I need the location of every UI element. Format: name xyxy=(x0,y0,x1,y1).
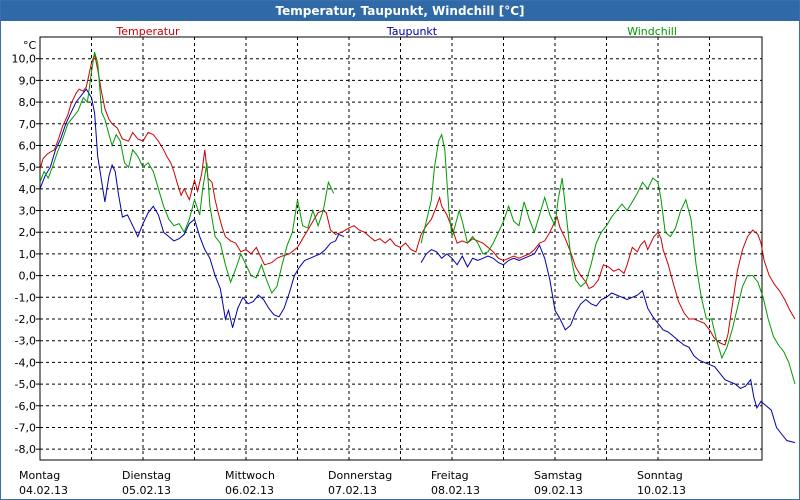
y-tick-label: -5,0 xyxy=(15,378,36,391)
y-tick-label: 1,0 xyxy=(19,248,37,261)
window-title: Temperatur, Taupunkt, Windchill [°C] xyxy=(1,1,799,21)
x-tick-date-label: 09.02.13 xyxy=(534,484,583,497)
y-tick-label: 8,0 xyxy=(19,96,37,109)
y-tick-label: 2,0 xyxy=(19,226,37,239)
y-tick-label: -3,0 xyxy=(15,335,36,348)
y-tick-label: -4,0 xyxy=(15,356,36,369)
x-tick-date-label: 05.02.13 xyxy=(122,484,171,497)
x-tick-date-label: 10.02.13 xyxy=(637,484,686,497)
y-tick-label: 4,0 xyxy=(19,183,37,196)
y-tick-label: 7,0 xyxy=(19,118,37,131)
x-tick-day-label: Samstag xyxy=(534,469,582,482)
x-tick-day-label: Freitag xyxy=(431,469,469,482)
y-tick-label: 10,0 xyxy=(12,53,37,66)
legend-entry-taupunkt: Taupunkt xyxy=(386,25,438,38)
y-tick-label: -7,0 xyxy=(15,421,36,434)
series-line-taupunkt xyxy=(39,88,345,328)
x-tick-day-label: Dienstag xyxy=(122,469,171,482)
x-tick-day-label: Mittwoch xyxy=(225,469,275,482)
series-line-temperatur xyxy=(39,52,796,346)
y-tick-label: 6,0 xyxy=(19,139,37,152)
series-line-windchill xyxy=(420,133,796,385)
legend-entry-temperatur: Temperatur xyxy=(115,25,180,38)
series-line-taupunkt xyxy=(420,244,796,444)
y-tick-label: -6,0 xyxy=(15,400,36,413)
x-tick-day-label: Donnerstag xyxy=(328,469,392,482)
y-axis-label: °C xyxy=(23,39,37,52)
y-tick-label: -8,0 xyxy=(15,443,36,456)
x-tick-day-label: Montag xyxy=(19,469,60,482)
series-line-windchill xyxy=(39,52,335,294)
y-tick-label: 9,0 xyxy=(19,74,37,87)
y-tick-label: 5,0 xyxy=(19,161,37,174)
y-tick-label: 0,0 xyxy=(19,270,37,283)
x-tick-date-label: 06.02.13 xyxy=(225,484,274,497)
x-tick-date-label: 07.02.13 xyxy=(328,484,377,497)
x-tick-day-label: Sonntag xyxy=(637,469,683,482)
y-tick-label: -2,0 xyxy=(15,313,36,326)
x-tick-date-label: 08.02.13 xyxy=(431,484,480,497)
legend-entry-windchill: Windchill xyxy=(627,25,677,38)
y-tick-label: -1,0 xyxy=(15,291,36,304)
x-tick-date-label: 04.02.13 xyxy=(19,484,68,497)
y-tick-label: 3,0 xyxy=(19,205,37,218)
